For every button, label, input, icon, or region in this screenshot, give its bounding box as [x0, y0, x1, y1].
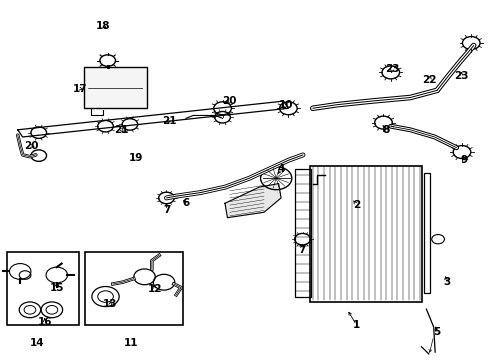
Text: 18: 18 [96, 21, 110, 31]
Bar [84, 252, 183, 325]
Text: 11: 11 [124, 338, 138, 348]
Text: 13: 13 [103, 299, 118, 309]
Text: 4: 4 [277, 164, 284, 174]
Text: 9: 9 [459, 155, 467, 165]
Text: 3: 3 [442, 277, 449, 287]
Bar [6, 252, 79, 325]
Polygon shape [18, 101, 288, 137]
Text: 23: 23 [453, 71, 468, 81]
Text: 12: 12 [147, 284, 162, 294]
Text: 6: 6 [182, 198, 189, 208]
Text: 17: 17 [72, 84, 87, 94]
Bar [83, 67, 147, 108]
Text: 10: 10 [278, 100, 293, 110]
Text: 2: 2 [352, 200, 360, 210]
Text: 14: 14 [29, 338, 44, 348]
Text: 1: 1 [352, 320, 360, 330]
Text: 21: 21 [114, 125, 129, 135]
Bar [423, 173, 429, 293]
Polygon shape [224, 184, 281, 218]
Text: 16: 16 [37, 317, 52, 327]
Text: 20: 20 [222, 96, 237, 106]
Text: 19: 19 [129, 153, 143, 163]
Text: 15: 15 [49, 283, 64, 293]
Text: 20: 20 [23, 141, 38, 151]
Bar [310, 166, 422, 302]
Text: 5: 5 [432, 327, 440, 337]
Text: 7: 7 [163, 206, 170, 216]
Bar [295, 169, 310, 297]
Text: 23: 23 [384, 64, 399, 74]
Text: 22: 22 [422, 75, 436, 85]
Text: 7: 7 [298, 245, 305, 255]
Text: 8: 8 [382, 125, 389, 135]
Text: 21: 21 [162, 116, 176, 126]
